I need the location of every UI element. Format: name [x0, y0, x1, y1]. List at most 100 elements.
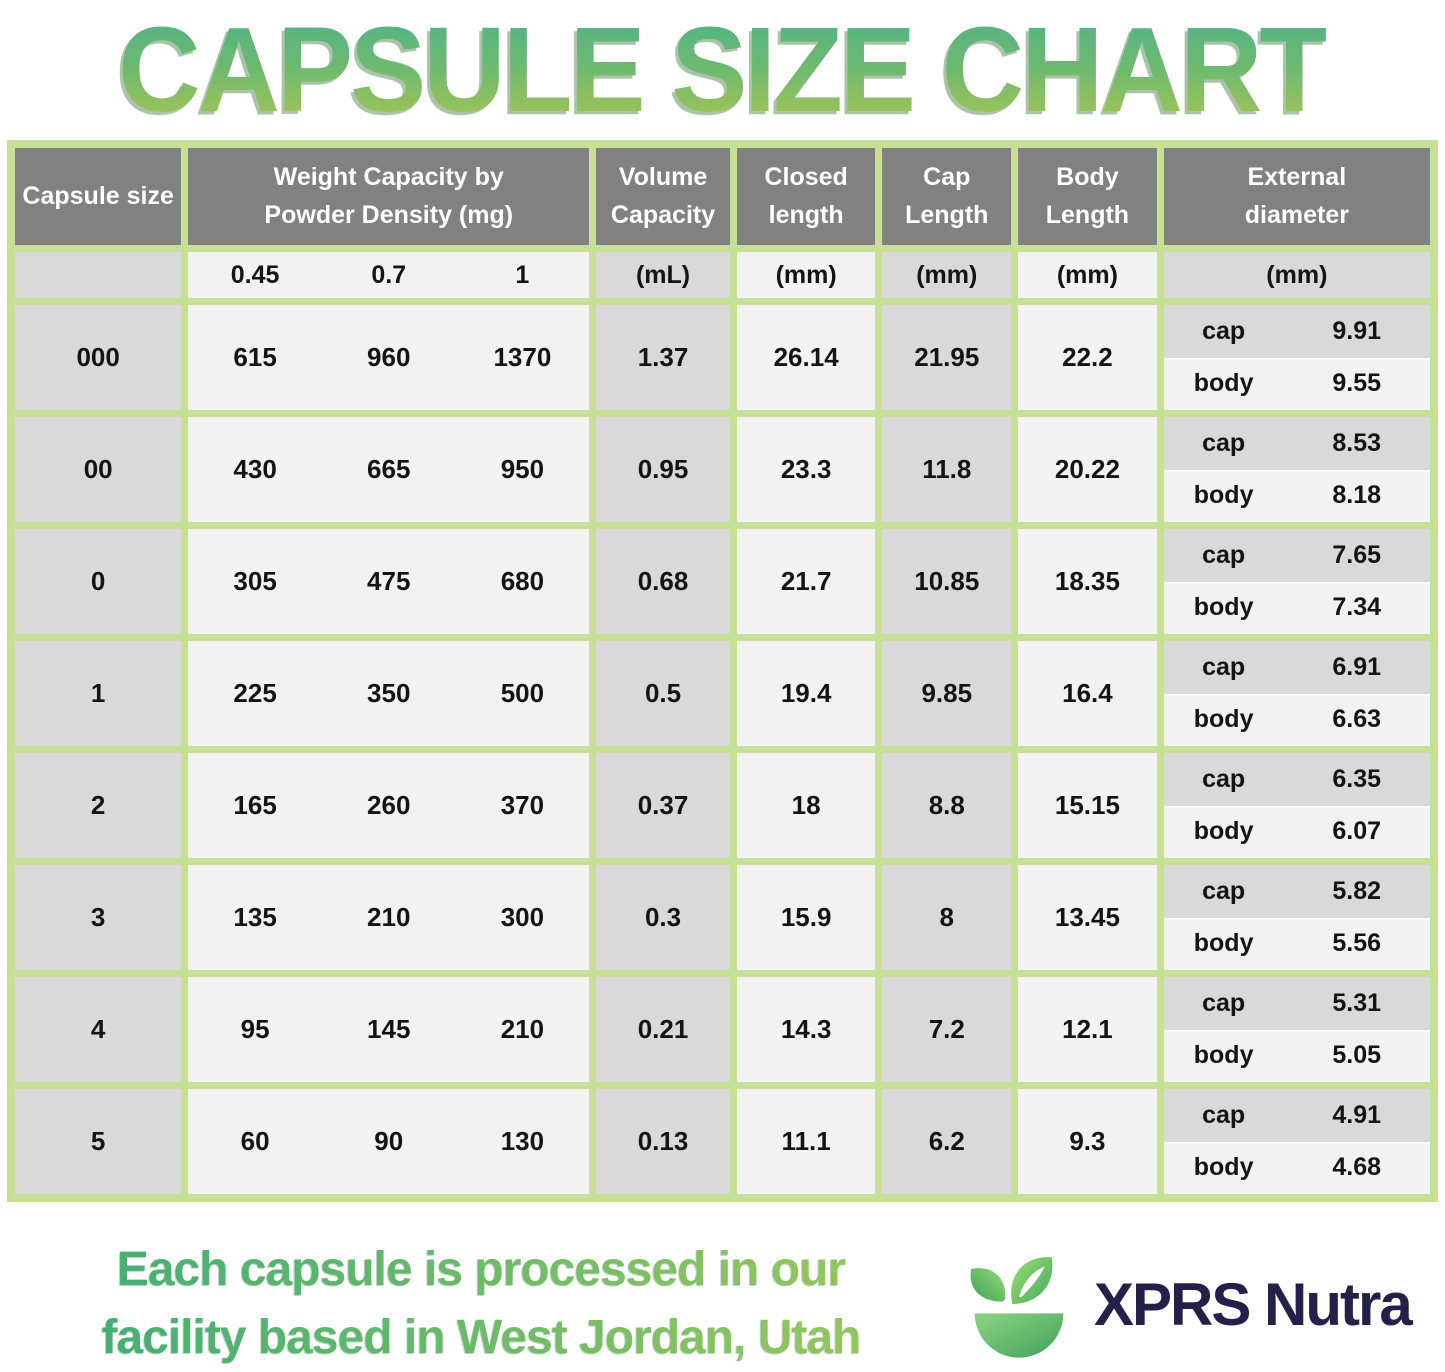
weight-at-1: 500 — [500, 678, 545, 708]
weight-at-1: 950 — [500, 454, 545, 484]
col-header-line: Powder Density (mg) — [264, 200, 514, 229]
facility-note-line2: facility based in West Jordan, Utah — [101, 1311, 861, 1365]
body-label: body — [1193, 369, 1254, 398]
closed-length-cell: 15.9 — [736, 865, 876, 970]
external-diameter-cell: cap 6.35 body 6.07 — [1163, 753, 1430, 858]
body-diameter-value: 6.07 — [1332, 817, 1382, 846]
units-closed-cell: (mm) — [736, 252, 876, 298]
capsule-size-cell: 000 — [15, 305, 182, 410]
closed-length-cell: 18 — [736, 753, 876, 858]
cap-length-cell: 10.85 — [882, 529, 1012, 634]
table-row: 2 165 260 370 0.37 18 8.8 15.15 cap 6.35… — [15, 753, 1430, 858]
units-empty-cell — [15, 252, 182, 298]
col-header-cap-length: Cap Length — [882, 148, 1012, 245]
weight-at-045: 135 — [233, 902, 277, 932]
capsule-size-cell: 4 — [15, 977, 182, 1082]
capsule-size-cell: 3 — [15, 865, 182, 970]
cap-label: cap — [1202, 988, 1246, 1017]
weight-at-07: 90 — [374, 1126, 404, 1156]
body-label: body — [1193, 1153, 1254, 1182]
capsule-size-cell: 5 — [15, 1089, 182, 1194]
body-label: body — [1193, 817, 1254, 846]
volume-capacity-cell: 0.37 — [596, 753, 730, 858]
volume-capacity-cell: 0.13 — [596, 1089, 730, 1194]
footer: Each capsule is processed in our facilit… — [0, 1202, 1445, 1372]
col-header-line: Weight Capacity by — [273, 163, 504, 191]
weight-capacity-cell: 225 350 500 — [188, 641, 590, 746]
capsule-size-table: Capsule size Weight Capacity by Powder D… — [7, 140, 1438, 1202]
body-diameter-value: 4.68 — [1332, 1153, 1382, 1182]
cap-diameter-value: 8.53 — [1332, 428, 1382, 457]
cap-diameter-value: 7.65 — [1332, 540, 1382, 569]
external-cap-row: cap 5.31 — [1163, 977, 1430, 1030]
weight-capacity-cell: 615 960 1370 — [188, 305, 590, 410]
table-row: 3 135 210 300 0.3 15.9 8 13.45 cap 5.82 … — [15, 865, 1430, 970]
external-body-row: body 6.63 — [1163, 693, 1430, 746]
density-045: 0.45 — [230, 260, 280, 289]
weight-at-07: 665 — [367, 454, 411, 484]
units-volume-cell: (mL) — [596, 252, 730, 298]
body-length-cell: 13.45 — [1018, 865, 1157, 970]
cap-diameter-value: 5.82 — [1332, 876, 1382, 905]
col-header-line: Length — [1045, 200, 1130, 229]
external-cap-row: cap 4.91 — [1163, 1089, 1430, 1142]
capsule-size-cell: 2 — [15, 753, 182, 858]
col-header-line: Body — [1056, 163, 1119, 191]
weight-capacity-cell: 430 665 950 — [188, 417, 590, 522]
weight-at-045: 225 — [233, 678, 277, 708]
external-cap-row: cap 5.82 — [1163, 865, 1430, 918]
col-header-capsule-size: Capsule size — [15, 148, 182, 245]
body-length-cell: 12.1 — [1018, 977, 1157, 1082]
weight-capacity-cell: 165 260 370 — [188, 753, 590, 858]
body-length-cell: 20.22 — [1018, 417, 1157, 522]
cap-label: cap — [1202, 316, 1246, 345]
weight-at-1: 370 — [500, 790, 545, 820]
cap-label: cap — [1202, 652, 1246, 681]
weight-at-07: 145 — [367, 1014, 411, 1044]
body-diameter-value: 9.55 — [1332, 369, 1382, 398]
external-cap-row: cap 6.35 — [1163, 753, 1430, 806]
cap-length-cell: 8 — [882, 865, 1012, 970]
table-row: 5 60 90 130 0.13 11.1 6.2 9.3 cap 4.91 b… — [15, 1089, 1430, 1194]
weight-at-045: 305 — [233, 566, 277, 596]
external-cap-row: cap 8.53 — [1163, 417, 1430, 470]
cap-diameter-value: 6.35 — [1332, 764, 1382, 793]
table-units-row: 0.45 0.7 1 (mL) (mm) (mm) (mm) (mm) — [15, 252, 1430, 298]
closed-length-cell: 11.1 — [736, 1089, 876, 1194]
weight-at-045: 615 — [233, 342, 277, 372]
closed-length-cell: 26.14 — [736, 305, 876, 410]
weight-at-1: 210 — [500, 1014, 545, 1044]
table-row: 000 615 960 1370 1.37 26.14 21.95 22.2 c… — [15, 305, 1430, 410]
title-bar: CAPSULE SIZE CHART — [0, 0, 1445, 140]
volume-capacity-cell: 0.5 — [596, 641, 730, 746]
col-header-label: Capsule size — [22, 181, 174, 210]
cap-label: cap — [1202, 764, 1246, 793]
weight-at-07: 210 — [367, 902, 411, 932]
col-header-line: Closed — [764, 163, 848, 191]
weight-at-045: 95 — [240, 1014, 270, 1044]
external-cap-row: cap 7.65 — [1163, 529, 1430, 582]
density-07: 0.7 — [371, 260, 407, 289]
volume-capacity-cell: 0.95 — [596, 417, 730, 522]
cap-label: cap — [1202, 1100, 1246, 1129]
body-length-cell: 9.3 — [1018, 1089, 1157, 1194]
weight-capacity-cell: 305 475 680 — [188, 529, 590, 634]
cap-label: cap — [1202, 428, 1246, 457]
volume-capacity-cell: 0.21 — [596, 977, 730, 1082]
cap-label: cap — [1202, 876, 1246, 905]
capsule-size-cell: 00 — [15, 417, 182, 522]
weight-at-045: 165 — [233, 790, 277, 820]
body-length-cell: 22.2 — [1018, 305, 1157, 410]
units-cap-cell: (mm) — [882, 252, 1012, 298]
table-row: 00 430 665 950 0.95 23.3 11.8 20.22 cap … — [15, 417, 1430, 522]
cap-diameter-value: 5.31 — [1332, 988, 1382, 1017]
cap-length-cell: 11.8 — [882, 417, 1012, 522]
body-diameter-value: 6.63 — [1332, 705, 1382, 734]
col-header-body-length: Body Length — [1018, 148, 1157, 245]
cap-label: cap — [1202, 540, 1246, 569]
body-length-cell: 15.15 — [1018, 753, 1157, 858]
weight-at-07: 260 — [367, 790, 411, 820]
body-label: body — [1193, 929, 1254, 958]
cap-length-cell: 21.95 — [882, 305, 1012, 410]
weight-at-045: 430 — [233, 454, 277, 484]
